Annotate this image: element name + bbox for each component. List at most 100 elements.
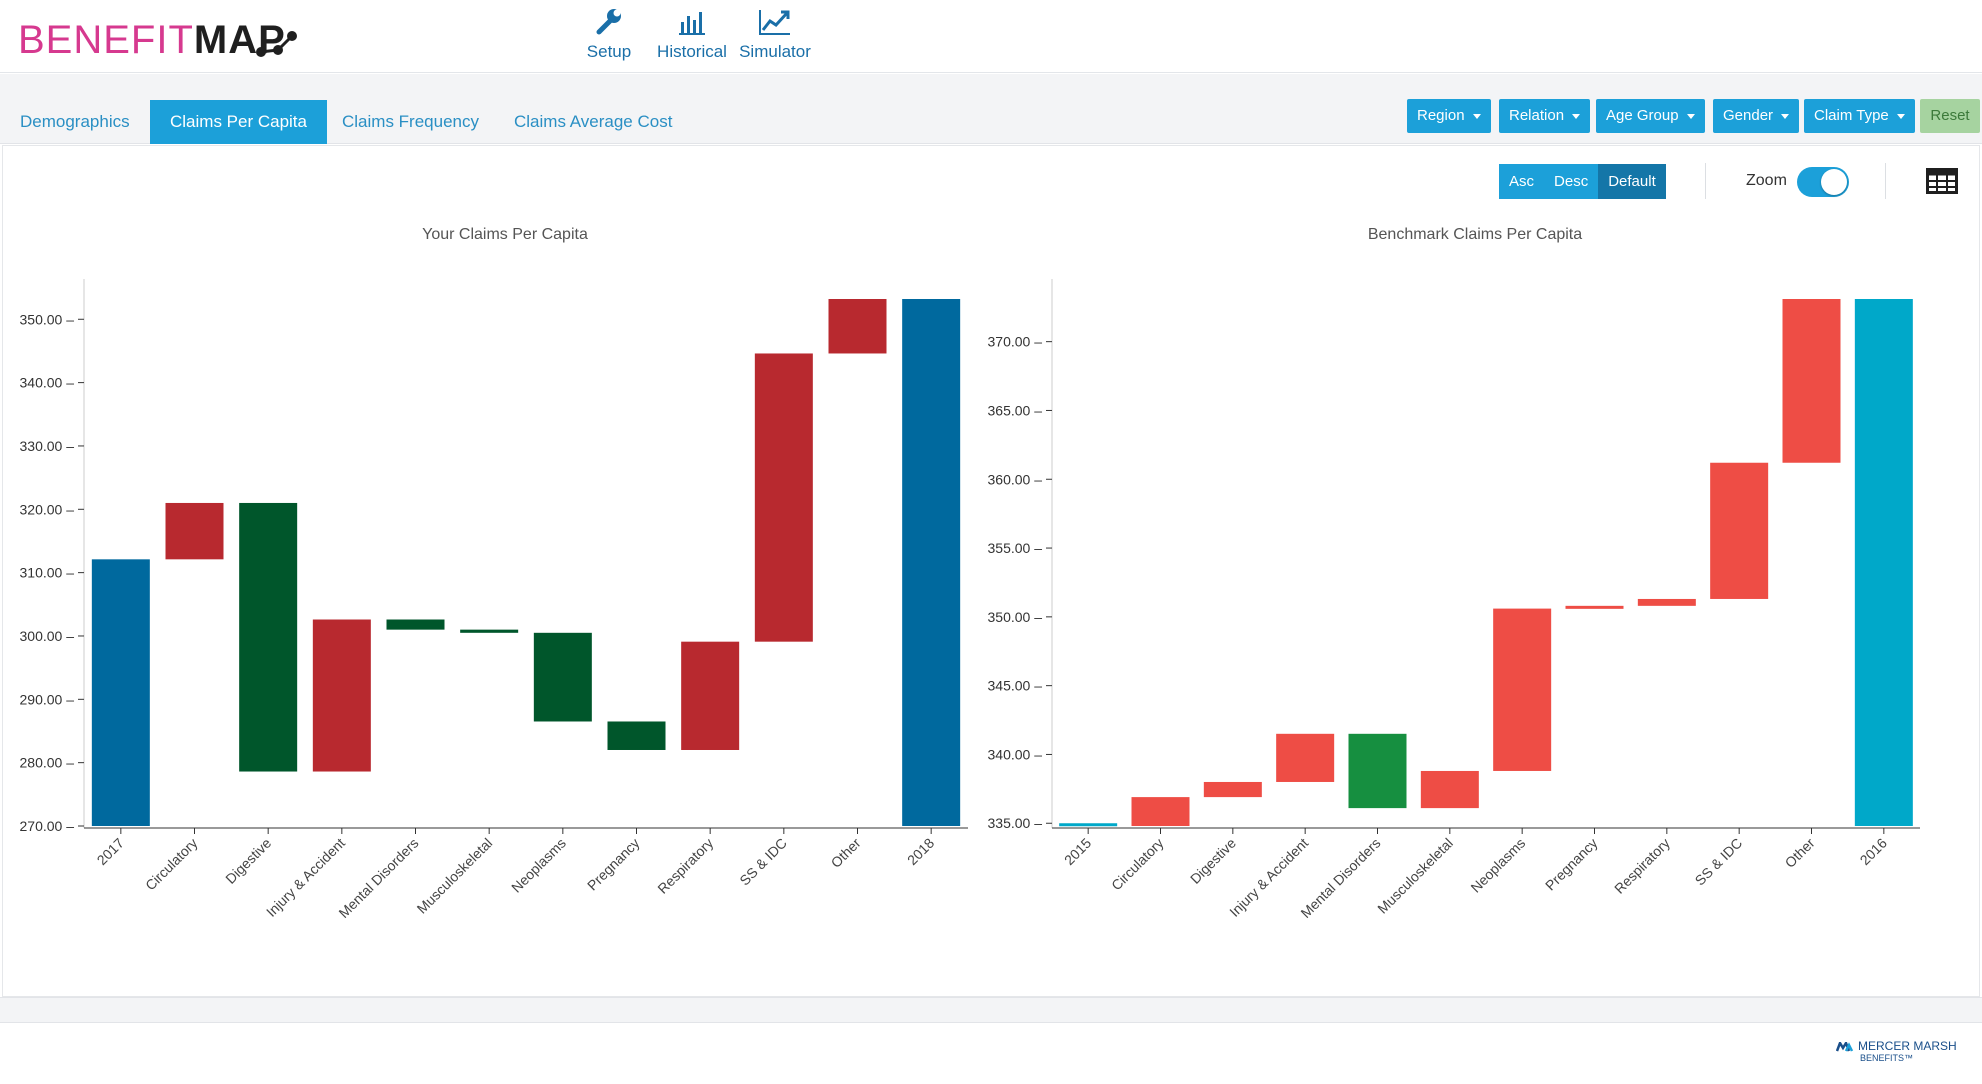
mmb-logo-icon: [1836, 1041, 1854, 1052]
y-tick-label: 280.00 –: [20, 755, 75, 771]
waterfall-bar[interactable]: [1637, 598, 1696, 606]
waterfall-bar[interactable]: [165, 502, 224, 560]
reset-button[interactable]: Reset: [1920, 99, 1980, 133]
waterfall-bar[interactable]: [754, 353, 813, 642]
nav-setup-label: Setup: [586, 42, 632, 61]
nav-simulator-label: Simulator: [739, 42, 811, 61]
wrench-icon: [596, 9, 621, 35]
x-tick-label: SS & IDC: [1692, 835, 1746, 889]
x-tick-label: Respiratory: [1611, 835, 1673, 897]
filter-region-label: Region: [1417, 107, 1465, 124]
waterfall-bar[interactable]: [1131, 797, 1190, 826]
tab-claims-frequency[interactable]: Claims Frequency: [342, 112, 479, 131]
y-tick-label: 345.00 –: [988, 678, 1043, 694]
waterfall-bar[interactable]: [1565, 605, 1624, 609]
x-tick-label: Other: [1782, 835, 1818, 871]
x-tick-label: Neoplasms: [508, 835, 569, 896]
tab-demographics[interactable]: Demographics: [20, 112, 130, 131]
x-tick-label: Injury & Accident: [1226, 835, 1311, 920]
x-tick-label: Respiratory: [654, 835, 716, 897]
x-tick-label: Mental Disorders: [335, 835, 421, 921]
table-grid-icon[interactable]: [1926, 168, 1958, 194]
x-tick-label: Mental Disorders: [1297, 835, 1383, 921]
filter-relation[interactable]: Relation: [1499, 99, 1591, 133]
waterfall-bar[interactable]: [386, 619, 445, 630]
sort-default-button[interactable]: Default: [1598, 164, 1666, 199]
zoom-label: Zoom: [1746, 172, 1787, 189]
waterfall-bar[interactable]: [828, 299, 887, 354]
waterfall-bar[interactable]: [91, 559, 150, 826]
y-tick-label: 330.00 –: [20, 438, 75, 454]
app-logo[interactable]: BENEFITMAP: [18, 18, 297, 63]
toggle-knob: [1821, 169, 1847, 195]
x-tick-label: Musculoskeletal: [414, 835, 496, 917]
waterfall-bar[interactable]: [1276, 733, 1335, 782]
nav-setup[interactable]: Setup: [583, 6, 635, 62]
footer-divider-bar: [0, 997, 1982, 1022]
y-tick-label: 355.00 –: [988, 540, 1043, 556]
sort-desc-button[interactable]: Desc: [1544, 164, 1599, 199]
chart-panel: [2, 145, 1980, 997]
y-tick-label: 360.00 –: [988, 471, 1043, 487]
y-tick-label: 370.00 –: [988, 334, 1043, 350]
tab-claims-average-cost[interactable]: Claims Average Cost: [514, 112, 673, 131]
waterfall-bar[interactable]: [312, 619, 371, 772]
caret-down-icon: [1572, 113, 1581, 119]
waterfall-bar[interactable]: [1854, 299, 1913, 826]
waterfall-bar[interactable]: [1493, 608, 1552, 771]
filter-relation-label: Relation: [1509, 107, 1565, 124]
filter-region[interactable]: Region: [1407, 99, 1491, 133]
caret-down-icon: [1472, 113, 1481, 119]
waterfall-bar[interactable]: [1059, 823, 1118, 827]
waterfall-bar[interactable]: [1710, 462, 1769, 599]
filter-gender[interactable]: Gender: [1713, 99, 1800, 133]
x-tick-label: Injury & Accident: [263, 835, 348, 920]
toolbar-divider: [1705, 163, 1706, 199]
chart-title: Benchmark Claims Per Capita: [1368, 226, 1582, 243]
top-bar: [0, 0, 1982, 73]
y-tick-label: 340.00 –: [988, 746, 1043, 762]
sort-asc-button[interactable]: Asc: [1499, 164, 1545, 199]
y-tick-label: 365.00 –: [988, 402, 1043, 418]
waterfall-bar[interactable]: [902, 299, 961, 826]
waterfall-bar[interactable]: [1203, 781, 1262, 798]
waterfall-bar[interactable]: [533, 632, 592, 722]
sort-toggle-group: Asc Desc Default: [1499, 164, 1666, 199]
waterfall-bar[interactable]: [607, 721, 666, 750]
x-tick-label: Neoplasms: [1467, 835, 1528, 896]
y-tick-label: 350.00 –: [20, 311, 75, 327]
x-tick-label: Circulatory: [142, 835, 201, 894]
waterfall-bar[interactable]: [681, 641, 740, 750]
x-tick-label: Digestive: [1187, 835, 1239, 887]
footer-brand-line2: BENEFITS™: [1860, 1053, 1914, 1063]
footer-brand: MERCER MARSH BENEFITS™: [1836, 1040, 1957, 1064]
y-tick-label: 270.00 –: [20, 818, 75, 834]
filter-claim-type-label: Claim Type: [1814, 107, 1889, 124]
x-tick-label: Circulatory: [1108, 835, 1167, 894]
filter-claim-type[interactable]: Claim Type: [1804, 99, 1915, 133]
nav-historical-label: Historical: [657, 42, 727, 61]
nav-historical[interactable]: Historical: [655, 6, 729, 62]
chart-title: Your Claims Per Capita: [422, 226, 588, 243]
molecule-dots-icon: [256, 31, 297, 57]
line-chart-icon: [759, 10, 790, 35]
zoom-toggle[interactable]: [1797, 167, 1849, 197]
nav-simulator[interactable]: Simulator: [737, 6, 813, 62]
x-tick-label: 2016: [1857, 835, 1890, 868]
waterfall-bar[interactable]: [239, 502, 298, 772]
your-claims-chart: Your Claims Per Capita 270.00 – 280.00 – 29…: [0, 215, 980, 935]
waterfall-bar[interactable]: [1782, 299, 1841, 463]
waterfall-bar[interactable]: [460, 629, 519, 633]
tab-claims-per-capita[interactable]: Claims Per Capita: [150, 100, 327, 144]
waterfall-bar[interactable]: [1420, 770, 1479, 809]
benchmark-claims-chart: Benchmark Claims Per Capita 335.00 – 340.0…: [980, 215, 1980, 935]
filter-age-group[interactable]: Age Group: [1596, 99, 1705, 133]
waterfall-bar[interactable]: [1348, 733, 1407, 809]
x-tick-label: Pregnancy: [584, 835, 643, 894]
y-tick-label: 310.00 –: [20, 565, 75, 581]
x-tick-label: Pregnancy: [1542, 835, 1601, 894]
x-tick-label: 2015: [1061, 835, 1094, 868]
y-tick-label: 290.00 –: [20, 691, 75, 707]
y-tick-label: 300.00 –: [20, 628, 75, 644]
footer-brand-line1: MERCER MARSH: [1858, 1039, 1957, 1053]
